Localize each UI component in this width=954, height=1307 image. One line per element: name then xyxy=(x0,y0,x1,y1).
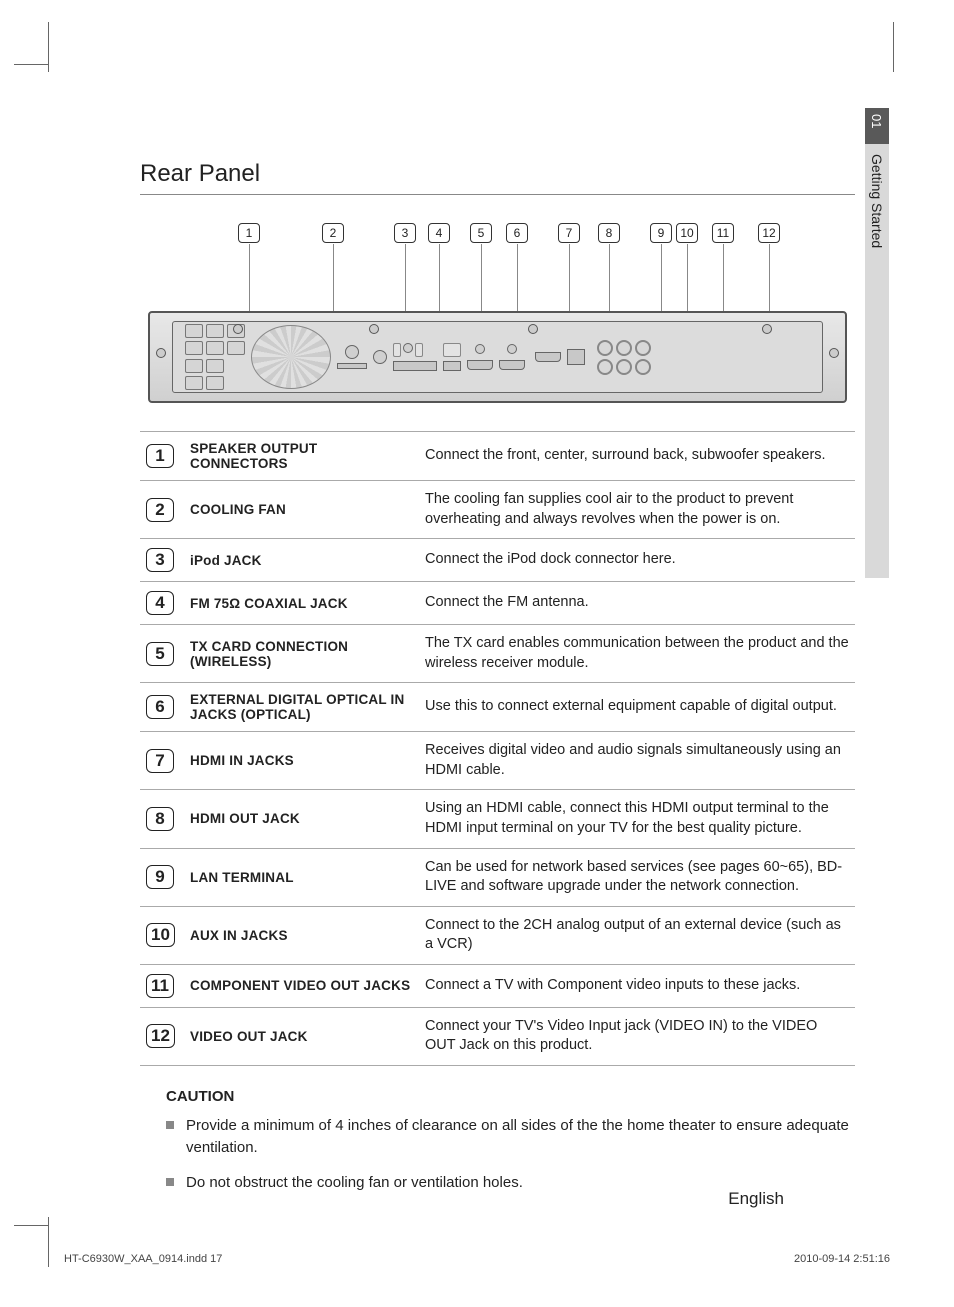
connector-name: EXTERNAL DIGITAL OPTICAL IN JACKS (OPTIC… xyxy=(184,683,419,732)
connector-desc: Use this to connect external equipment c… xyxy=(419,683,855,732)
row-number-badge: 12 xyxy=(146,1024,175,1048)
callout-5: 5 xyxy=(470,223,492,243)
row-number-badge: 8 xyxy=(146,807,174,831)
row-number-badge: 11 xyxy=(146,974,174,998)
table-row: 10 AUX IN JACKSConnect to the 2CH analog … xyxy=(140,906,855,964)
table-row: 9 LAN TERMINALCan be used for network bas… xyxy=(140,848,855,906)
footer-language: English xyxy=(728,1189,784,1209)
lan-port-icon xyxy=(567,349,585,365)
connector-name: COMPONENT VIDEO OUT JACKS xyxy=(184,964,419,1007)
callout-1: 1 xyxy=(238,223,260,243)
row-number-badge: 3 xyxy=(146,548,174,572)
table-row: 1 SPEAKER OUTPUT CONNECTORSConnect the fr… xyxy=(140,432,855,481)
section-title: Rear Panel xyxy=(140,160,855,195)
crop-mark xyxy=(893,22,894,72)
table-row: 11 COMPONENT VIDEO OUT JACKSConnect a TV … xyxy=(140,964,855,1007)
chapter-title: Getting Started xyxy=(865,144,885,248)
connector-desc: Using an HDMI cable, connect this HDMI o… xyxy=(419,790,855,848)
table-row: 2 COOLING FANThe cooling fan supplies coo… xyxy=(140,481,855,539)
connector-desc: Can be used for network based services (… xyxy=(419,848,855,906)
footer-timestamp: 2010-09-14 2:51:16 xyxy=(794,1253,890,1265)
caution-title: CAUTION xyxy=(166,1088,855,1105)
connector-desc: Connect the iPod dock connector here. xyxy=(419,539,855,582)
connector-name: TX CARD CONNECTION (WIRELESS) xyxy=(184,625,419,683)
callout-12: 12 xyxy=(758,223,780,243)
fan-icon xyxy=(251,325,331,389)
connector-name: HDMI IN JACKS xyxy=(184,732,419,790)
row-number-badge: 6 xyxy=(146,695,174,719)
callout-7: 7 xyxy=(558,223,580,243)
row-number-badge: 9 xyxy=(146,865,174,889)
row-number-badge: 5 xyxy=(146,642,174,666)
connector-name: HDMI OUT JACK xyxy=(184,790,419,848)
callout-8: 8 xyxy=(598,223,620,243)
table-row: 3 iPod JACKConnect the iPod dock connecto… xyxy=(140,539,855,582)
connector-desc: Connect to the 2CH analog output of an e… xyxy=(419,906,855,964)
connector-desc: Connect a TV with Component video inputs… xyxy=(419,964,855,1007)
connector-desc: Connect your TV's Video Input jack (VIDE… xyxy=(419,1007,855,1065)
callout-10: 10 xyxy=(676,223,698,243)
row-number-badge: 4 xyxy=(146,591,174,615)
callout-11: 11 xyxy=(712,223,734,243)
callout-2: 2 xyxy=(322,223,344,243)
side-tab: Getting Started xyxy=(865,108,889,578)
chapter-number: 01 xyxy=(869,114,884,128)
callout-3: 3 xyxy=(394,223,416,243)
connector-name: VIDEO OUT JACK xyxy=(184,1007,419,1065)
caution-block: CAUTION Provide a minimum of 4 inches of… xyxy=(140,1088,855,1194)
callout-6: 6 xyxy=(506,223,528,243)
table-row: 12 VIDEO OUT JACKConnect your TV's Video … xyxy=(140,1007,855,1065)
connector-name: SPEAKER OUTPUT CONNECTORS xyxy=(184,432,419,481)
connector-name: AUX IN JACKS xyxy=(184,906,419,964)
connector-desc: Receives digital video and audio signals… xyxy=(419,732,855,790)
table-row: 4 FM 75Ω COAXIAL JACKConnect the FM anten… xyxy=(140,582,855,625)
connector-name: FM 75Ω COAXIAL JACK xyxy=(184,582,419,625)
connector-name: LAN TERMINAL xyxy=(184,848,419,906)
footer-meta: HT-C6930W_XAA_0914.indd 17 2010-09-14 2:… xyxy=(64,1253,890,1265)
callout-4: 4 xyxy=(428,223,450,243)
row-number-badge: 7 xyxy=(146,749,174,773)
row-number-badge: 1 xyxy=(146,444,174,468)
table-row: 6 EXTERNAL DIGITAL OPTICAL IN JACKS (OPTI… xyxy=(140,683,855,732)
connector-desc: Connect the FM antenna. xyxy=(419,582,855,625)
connector-name: COOLING FAN xyxy=(184,481,419,539)
connector-desc: The cooling fan supplies cool air to the… xyxy=(419,481,855,539)
connector-name: iPod JACK xyxy=(184,539,419,582)
footer-file: HT-C6930W_XAA_0914.indd 17 xyxy=(64,1253,222,1265)
rear-panel-diagram: 123456789101112 xyxy=(140,223,855,413)
connector-table: 1 SPEAKER OUTPUT CONNECTORSConnect the fr… xyxy=(140,431,855,1066)
caution-item: Provide a minimum of 4 inches of clearan… xyxy=(166,1115,855,1159)
table-row: 7 HDMI IN JACKSReceives digital video and… xyxy=(140,732,855,790)
row-number-badge: 10 xyxy=(146,923,175,947)
crop-mark xyxy=(48,1217,60,1267)
callout-9: 9 xyxy=(650,223,672,243)
table-row: 5 TX CARD CONNECTION (WIRELESS)The TX car… xyxy=(140,625,855,683)
connector-desc: The TX card enables communication betwee… xyxy=(419,625,855,683)
table-row: 8 HDMI OUT JACKUsing an HDMI cable, conne… xyxy=(140,790,855,848)
connector-desc: Connect the front, center, surround back… xyxy=(419,432,855,481)
crop-mark xyxy=(48,22,60,72)
row-number-badge: 2 xyxy=(146,498,174,522)
